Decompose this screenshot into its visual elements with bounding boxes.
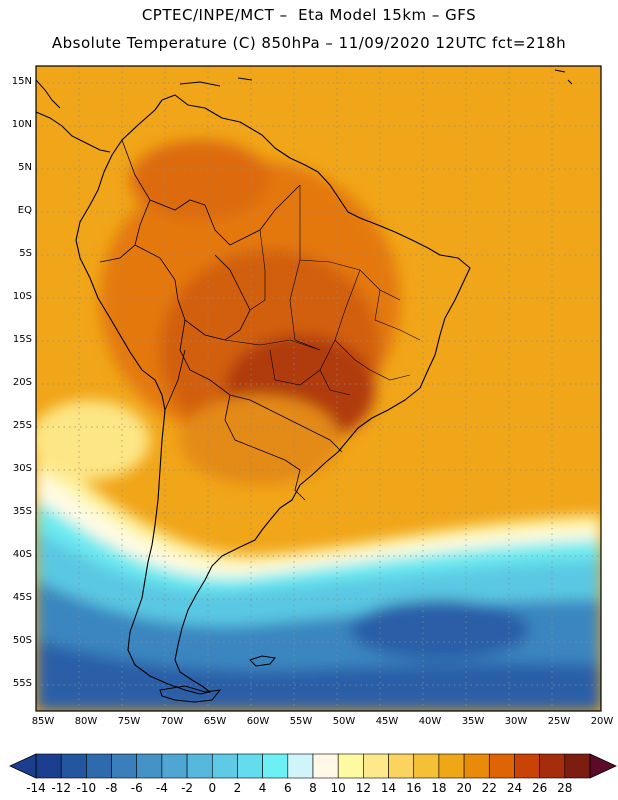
lat-label: EQ: [17, 205, 32, 216]
lon-label: 50W: [332, 716, 356, 727]
lat-label: 40S: [12, 549, 32, 560]
lon-label: 25W: [547, 716, 571, 727]
colorbar-swatch: [337, 753, 364, 779]
colorbar-swatch: [564, 753, 591, 779]
colorbar-high-arrow: [589, 753, 617, 779]
lon-label: 55W: [289, 716, 313, 727]
colorbar-swatch: [35, 753, 62, 779]
lat-label: 30S: [12, 463, 32, 474]
lon-label: 30W: [504, 716, 528, 727]
colorbar-swatch: [186, 753, 213, 779]
lon-label: 45W: [375, 716, 399, 727]
lon-label: 65W: [203, 716, 227, 727]
central-america-coastline: [35, 79, 111, 153]
colorbar-label: 4: [258, 781, 267, 795]
lat-label: 15S: [12, 334, 32, 345]
colorbar-label: 0: [208, 781, 217, 795]
south-america-coastline: [75, 94, 471, 695]
colorbar-label: 6: [283, 781, 292, 795]
colorbar-label: 26: [531, 781, 548, 795]
colorbar-swatch: [86, 753, 112, 779]
colorbar-swatch: [287, 753, 314, 779]
temperature-field: [36, 66, 601, 711]
lat-label: 25S: [12, 420, 32, 431]
lon-label: 20W: [590, 716, 614, 727]
colorbar-label: 20: [456, 781, 472, 795]
colorbar-swatch: [514, 753, 540, 779]
colorbar-swatch: [262, 753, 289, 779]
colorbar-label: -8: [105, 781, 118, 795]
colorbar-label: -12: [51, 781, 71, 795]
lon-label: 80W: [74, 716, 98, 727]
colorbar-label: -14: [26, 781, 46, 795]
colorbar-swatch: [161, 753, 188, 779]
state-borders: [224, 185, 421, 396]
lat-label: 45S: [12, 592, 32, 603]
graticule: [36, 66, 601, 711]
colorbar-swatch: [312, 753, 339, 779]
colorbar-label: -4: [155, 781, 168, 795]
colorbar-swatch: [211, 753, 238, 779]
colorbar: [35, 753, 591, 779]
colorbar-label: 18: [431, 781, 447, 795]
lon-label: 60W: [246, 716, 270, 727]
colorbar-swatch: [237, 753, 263, 779]
map-title-line1: CPTEC/INPE/MCT – Eta Model 15km – GFS: [141, 6, 477, 24]
lon-label: 70W: [160, 716, 184, 727]
map-frame: [35, 65, 602, 712]
lat-label: 20S: [12, 377, 32, 388]
colorbar-swatch: [438, 753, 465, 779]
lat-label: 35S: [12, 506, 32, 517]
colorbar-label: -2: [181, 781, 194, 795]
colorbar-label: 10: [330, 781, 346, 795]
colorbar-swatch: [413, 753, 440, 779]
colorbar-label: 24: [506, 781, 523, 795]
lat-label: 10N: [11, 119, 32, 130]
lon-label: 85W: [31, 716, 55, 727]
lon-label: 75W: [117, 716, 141, 727]
map-title-line2: Absolute Temperature (C) 850hPa – 11/09/…: [51, 34, 567, 52]
colorbar-label: -6: [130, 781, 143, 795]
lat-label: 5S: [19, 248, 32, 259]
colorbar-label: 16: [406, 781, 422, 795]
colorbar-label: 14: [380, 781, 397, 795]
colorbar-label: 28: [557, 781, 573, 795]
lon-label: 40W: [418, 716, 442, 727]
colorbar-swatch: [539, 753, 566, 779]
lat-label: 55S: [12, 678, 32, 689]
colorbar-swatch: [388, 753, 415, 779]
colorbar-swatch: [363, 753, 389, 779]
colorbar-label: 2: [233, 781, 242, 795]
colorbar-swatch: [136, 753, 163, 779]
tierra-del-fuego: [159, 685, 222, 703]
colorbar-swatch: [488, 753, 515, 779]
colorbar-label: -10: [76, 781, 97, 795]
colorbar-label: 22: [481, 781, 497, 795]
lat-label: 5N: [18, 162, 32, 173]
colorbar-swatch: [111, 753, 138, 779]
lon-label: 35W: [461, 716, 485, 727]
colorbar-low-arrow: [9, 753, 37, 779]
colorbar-swatch: [60, 753, 87, 779]
colorbar-swatch: [463, 753, 490, 779]
colorbar-label: 12: [355, 781, 371, 795]
lat-label: 15N: [11, 76, 32, 87]
caribbean-islands: [179, 69, 573, 87]
lat-label: 50S: [12, 635, 32, 646]
lat-label: 10S: [12, 291, 32, 302]
falkland-islands: [249, 655, 276, 667]
colorbar-label: 8: [309, 781, 317, 795]
